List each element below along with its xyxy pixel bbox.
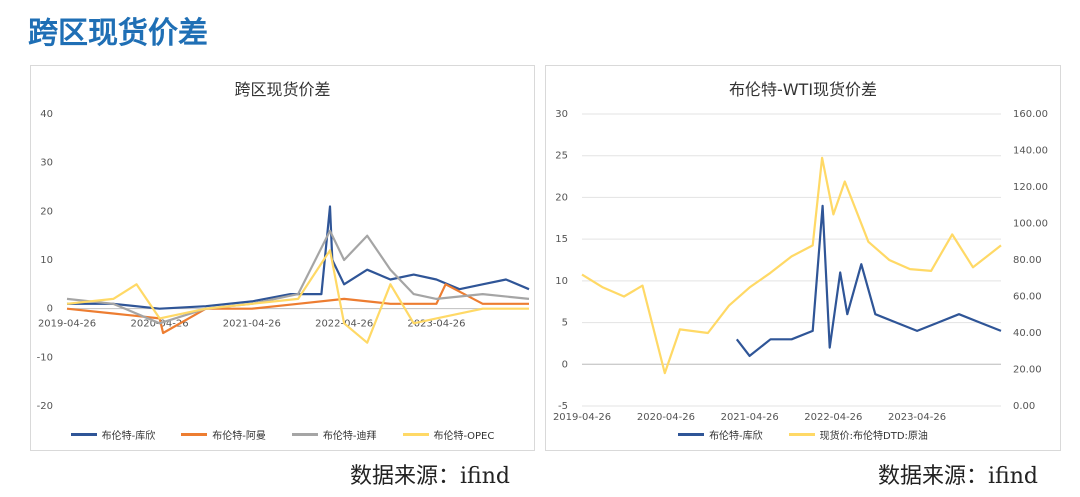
y-tick-label: 5 — [562, 318, 568, 329]
legend-swatch — [181, 433, 208, 436]
legend: 布伦特-库欣 布伦特-阿曼 布伦特-迪拜 布伦特-OPEC — [31, 427, 534, 442]
y-tick-label: -10 — [37, 352, 53, 363]
legend-item: 布伦特-阿曼 — [181, 427, 266, 442]
legend-item: 布伦特-OPEC — [402, 427, 495, 442]
series-line — [735, 204, 1002, 357]
legend-label: 布伦特-OPEC — [433, 431, 495, 442]
x-tick-label: 2021-04-26 — [721, 412, 779, 423]
y-tick-label: 0 — [562, 359, 568, 370]
y-tick-label: 30 — [555, 109, 568, 120]
series-line — [67, 205, 530, 310]
y-tick-label: 0 — [47, 304, 53, 315]
legend-label: 布伦特-库欣 — [709, 431, 763, 442]
legend: 布伦特-库欣 现货价:布伦特DTD:原油 — [546, 427, 1060, 442]
y-tick-label: 10 — [555, 276, 568, 287]
legend-swatch — [291, 433, 318, 436]
page-title: 跨区现货价差 — [28, 16, 208, 51]
y-tick-label: 40 — [40, 109, 53, 120]
series-line — [66, 249, 529, 344]
legend-swatch — [402, 433, 429, 436]
y-tick-label: 20 — [40, 206, 53, 217]
y2-tick-label: 100.00 — [1013, 219, 1048, 230]
y-tick-label: 20 — [555, 192, 568, 203]
legend-item: 布伦特-库欣 — [678, 427, 763, 442]
legend-label: 布伦特-库欣 — [101, 431, 156, 442]
data-source-note: 数据来源：ifind — [878, 464, 1038, 489]
legend-swatch — [788, 433, 815, 436]
x-tick-label: 2019-04-26 — [553, 412, 611, 423]
chart-panel-brent-wti: 布伦特-WTI现货价差 30 25 20 15 10 5 0 -5 160.00 140.00 12… — [545, 65, 1061, 451]
x-tick-label: 2023-04-26 — [407, 319, 465, 330]
legend-swatch — [70, 433, 97, 436]
y2-tick-label: 160.00 — [1013, 109, 1048, 120]
chart-brent-wti: 30 25 20 15 10 5 0 -5 160.00 140.00 120.00 100.00 80… — [553, 109, 1048, 423]
legend-item: 现货价:布伦特DTD:原油 — [788, 427, 928, 442]
legend-swatch — [678, 433, 705, 436]
series-line — [581, 156, 1002, 375]
y-tick-label: 10 — [40, 255, 53, 266]
series-line — [66, 229, 530, 325]
y2-tick-label: 60.00 — [1013, 292, 1042, 303]
x-tick-label: 2019-04-26 — [38, 319, 96, 330]
y-tick-label: 30 — [40, 158, 53, 169]
y2-tick-label: 0.00 — [1013, 401, 1035, 412]
x-tick-label: 2023-04-26 — [888, 412, 946, 423]
x-tick-label: 2022-04-26 — [804, 412, 862, 423]
y2-tick-label: 140.00 — [1013, 146, 1048, 157]
y2-tick-label: 120.00 — [1013, 182, 1048, 193]
y-tick-label: 25 — [555, 151, 568, 162]
y-tick-label: 15 — [555, 234, 568, 245]
legend-item: 布伦特-迪拜 — [291, 427, 377, 442]
legend-label: 现货价:布伦特DTD:原油 — [819, 431, 928, 442]
y2-tick-label: 80.00 — [1013, 255, 1042, 266]
x-tick-label: 2020-04-26 — [637, 412, 695, 423]
y2-tick-label: 40.00 — [1013, 328, 1042, 339]
data-source-note: 数据来源：ifind — [350, 464, 510, 489]
legend-item: 布伦特-库欣 — [70, 427, 156, 442]
x-tick-label: 2021-04-26 — [223, 319, 281, 330]
chart-title: 布伦特-WTI现货价差 — [728, 80, 878, 99]
y-tick-label: -20 — [37, 401, 53, 412]
chart-panel-spreads: 跨区现货价差 40 30 20 10 0 -10 -20 2019-04-26 2020-04-… — [30, 65, 535, 451]
legend-label: 布伦特-迪拜 — [322, 431, 377, 442]
y-tick-label: -5 — [558, 401, 568, 412]
legend-label: 布伦特-阿曼 — [212, 431, 266, 442]
y2-tick-label: 20.00 — [1013, 365, 1042, 376]
chart-title: 跨区现货价差 — [234, 80, 331, 99]
